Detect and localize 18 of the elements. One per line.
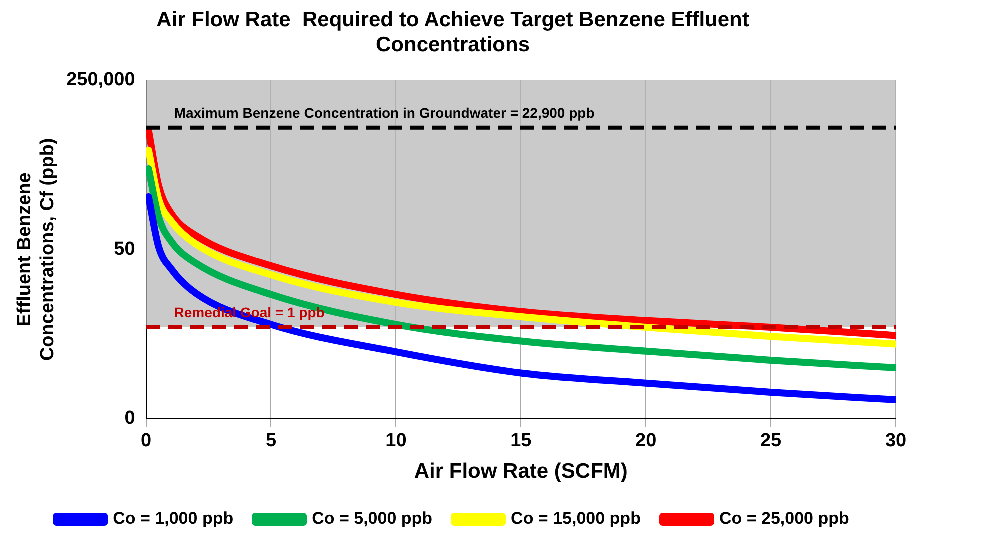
y-tick-label: 0 [124, 408, 136, 430]
x-tick-label: 30 [885, 430, 907, 452]
legend-label: Co = 25,000 ppb [719, 509, 850, 528]
x-tick-label: 20 [636, 430, 657, 452]
legend-label: Co = 5,000 ppb [312, 509, 433, 528]
x-tick-label: 25 [760, 430, 782, 452]
chart-title: Air Flow Rate Required to Achieve Target Benzene Effluent Concentrations [156, 8, 750, 57]
x-tick-label: 5 [266, 430, 277, 452]
legend-label: Co = 15,000 ppb [511, 509, 641, 528]
x-tick-label: 10 [386, 430, 407, 452]
y-axis-title: Effluent Benzene Concentrations, Cf (ppb) [14, 138, 58, 362]
legend-label: Co = 1,000 ppb [113, 509, 234, 528]
ref-line-label: Maximum Benzene Concentration in Groundwater = 22,900 ppb [174, 104, 595, 121]
x-axis-title: Air Flow Rate (SCFM) [414, 460, 628, 484]
y-tick-label: 250,000 [66, 70, 136, 91]
x-tick-label: 0 [140, 430, 152, 452]
x-tick-label: 15 [510, 430, 532, 452]
y-tick-label: 50 [114, 238, 136, 260]
